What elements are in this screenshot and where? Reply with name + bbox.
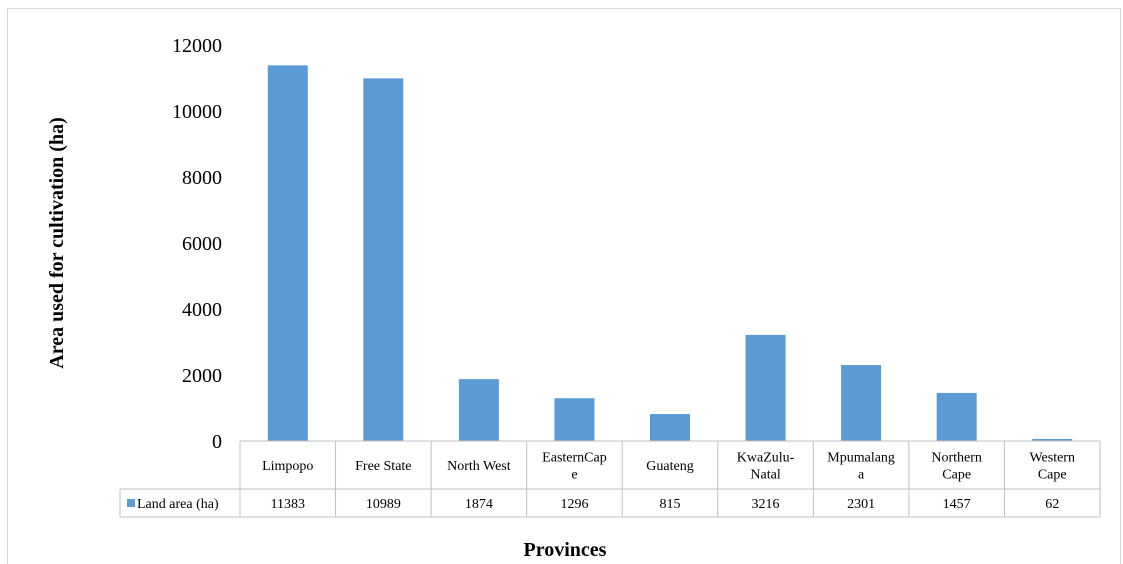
y-tick-label: 0 — [212, 431, 222, 453]
legend-key — [127, 499, 135, 507]
category-label: Limpopo — [262, 459, 313, 474]
bar — [650, 414, 690, 441]
value-cell: 62 — [1045, 497, 1059, 512]
category-label: Free State — [355, 459, 411, 474]
y-axis-label: Area used for cultivation (ha) — [46, 117, 68, 368]
bars — [267, 65, 1073, 442]
x-axis-label: Provinces — [524, 539, 607, 561]
value-cell: 2301 — [847, 497, 875, 512]
bar — [363, 78, 404, 441]
y-tick-label: 10000 — [172, 101, 222, 123]
category-label: Guateng — [646, 459, 693, 474]
y-tick-label: 8000 — [182, 167, 222, 189]
value-cell: 1296 — [560, 497, 588, 512]
y-tick-label: 12000 — [172, 35, 222, 57]
bar — [745, 334, 786, 441]
bar — [936, 392, 977, 441]
legend-label: Land area (ha) — [137, 497, 219, 512]
chart-frame — [7, 8, 1121, 564]
y-tick-label: 2000 — [182, 365, 222, 387]
value-cell: 11383 — [271, 497, 305, 512]
bar — [267, 65, 308, 442]
value-cell: 1874 — [465, 497, 493, 512]
value-cell: 1457 — [943, 497, 971, 512]
bar — [554, 398, 595, 441]
category-label: Cape — [942, 468, 971, 483]
data-table: Limpopo Free State North West EasternCap e Gu… — [119, 440, 1101, 518]
bar — [458, 379, 499, 441]
category-label: KwaZulu- — [737, 451, 795, 466]
category-label: EasternCap — [542, 451, 607, 466]
category-label: Western — [1029, 451, 1075, 466]
value-cell: 10989 — [366, 497, 401, 512]
category-label: Natal — [750, 468, 780, 483]
y-tick-label: 4000 — [182, 299, 222, 321]
category-label: North West — [447, 459, 511, 474]
y-axis-ticks: 0 2000 4000 6000 8000 10000 12000 — [172, 35, 222, 453]
category-label: e — [571, 468, 577, 483]
category-label: a — [858, 468, 865, 483]
value-cell: 3216 — [752, 497, 780, 512]
bar — [1032, 438, 1073, 441]
y-tick-label: 6000 — [182, 233, 222, 255]
value-cell: 815 — [660, 497, 681, 512]
category-label: Cape — [1038, 468, 1067, 483]
bar — [841, 365, 882, 441]
category-label: Northern — [931, 451, 982, 466]
category-label: Mpumalang — [827, 451, 895, 466]
